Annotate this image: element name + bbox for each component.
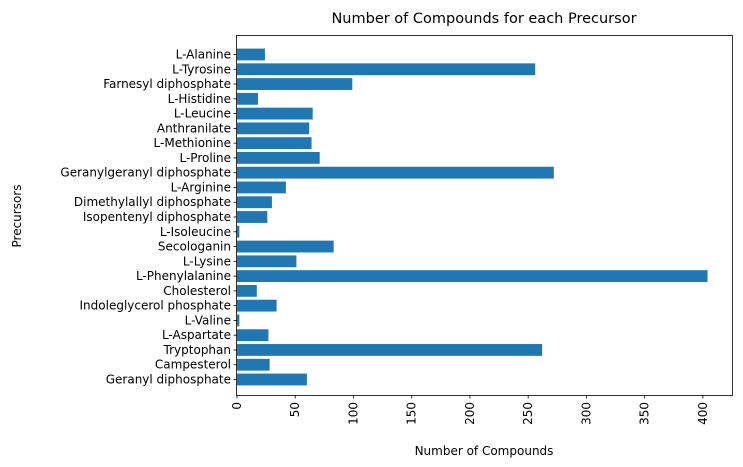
y-tick-label: Dimethylallyl diphosphate (74, 195, 231, 209)
y-axis-ticks: Geranyl diphosphateCampesterolTryptophan… (60, 48, 237, 387)
bar (237, 137, 312, 150)
bar (237, 344, 543, 356)
y-tick-label: Indoleglycerol phosphate (80, 299, 232, 313)
x-axis-title: Number of Compounds (415, 444, 554, 458)
bar (237, 284, 257, 297)
bar (237, 373, 307, 386)
y-tick-label: Secologanin (158, 240, 231, 254)
x-tick-label: 300 (579, 402, 593, 425)
x-tick-label: 400 (696, 402, 710, 425)
y-tick-label: L-Phenylalanine (136, 269, 231, 283)
y-tick-label: L-Aspartate (162, 328, 231, 342)
bar (237, 270, 708, 282)
y-tick-label: L-Leucine (174, 107, 231, 121)
y-axis-title: Precursors (10, 185, 24, 248)
y-tick-label: Geranylgeranyl diphosphate (60, 166, 231, 180)
plot-frame (236, 35, 733, 396)
bar (237, 211, 268, 223)
bar (237, 196, 272, 209)
y-tick-label: L-Valine (185, 313, 231, 327)
y-tick-label: L-Tyrosine (172, 62, 231, 76)
y-tick-label: Farnesyl diphosphate (103, 77, 231, 91)
bar (237, 255, 297, 268)
y-tick-label: Anthranilate (157, 121, 231, 135)
x-tick-label: 150 (405, 402, 419, 425)
bar (237, 358, 270, 371)
bar (237, 92, 258, 105)
bar (237, 152, 320, 164)
x-tick-label: 0 (230, 402, 244, 410)
y-tick-label: L-Proline (180, 151, 232, 165)
y-tick-label: Campesterol (155, 358, 231, 372)
y-tick-label: L-Histidine (168, 92, 231, 106)
bar (237, 63, 536, 76)
x-tick-label: 350 (638, 402, 652, 425)
y-tick-label: Cholesterol (163, 284, 231, 298)
bar (237, 225, 240, 238)
y-tick-label: L-Isoleucine (160, 225, 231, 239)
y-tick-label: Geranyl diphosphate (106, 373, 231, 387)
x-axis-ticks: 0 50 100 150 200 250 300 350 400 (230, 395, 710, 425)
bar (237, 122, 310, 135)
x-tick-label: 100 (346, 402, 360, 425)
x-tick-label: 250 (521, 402, 535, 425)
bar (237, 240, 334, 253)
bars-group (237, 48, 708, 386)
y-tick-label: L-Lysine (183, 254, 231, 268)
y-tick-label: L-Alanine (176, 48, 231, 62)
bar (237, 107, 313, 120)
x-tick-label: 50 (288, 402, 302, 417)
y-tick-label: L-Arginine (171, 180, 231, 194)
y-tick-label: Tryptophan (163, 343, 231, 357)
x-tick-label: 200 (463, 402, 477, 425)
bar (237, 181, 286, 194)
bar (237, 48, 265, 61)
bar (237, 314, 240, 327)
bar (237, 78, 353, 90)
bar (237, 299, 277, 312)
bar (237, 166, 554, 179)
chart-title: Number of Compounds for each Precursor (331, 11, 636, 27)
bar (237, 329, 269, 342)
y-tick-label: L-Methionine (154, 136, 231, 150)
y-tick-label: Isopentenyl diphosphate (83, 210, 231, 224)
